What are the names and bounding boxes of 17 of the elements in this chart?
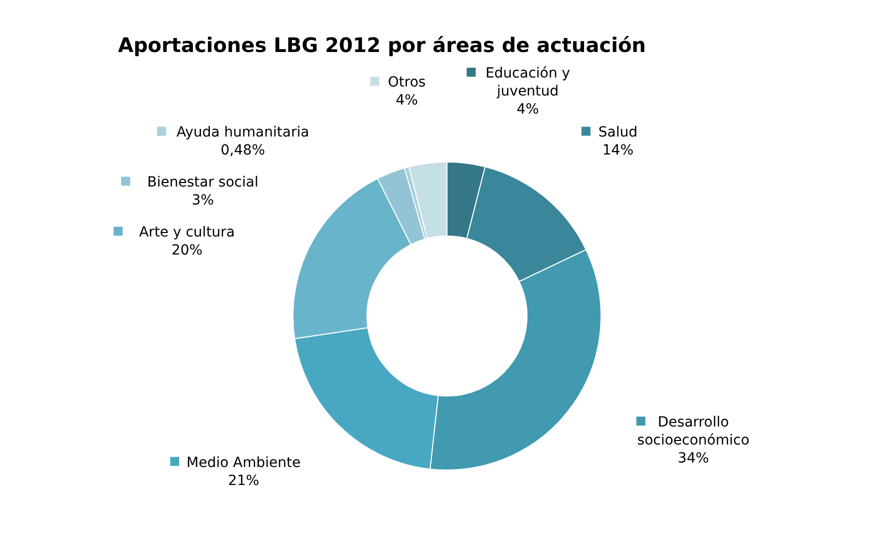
data-label: 0,48% <box>220 142 266 159</box>
legend-label: Salud <box>598 124 638 141</box>
legend-label: Otros <box>388 74 426 91</box>
legend-label: Medio Ambiente <box>186 454 301 471</box>
legend-label: Desarrollo socioeconómico <box>637 414 750 449</box>
data-label: 34% <box>678 450 709 467</box>
data-label: 14% <box>602 142 634 159</box>
data-label: 4% <box>516 102 539 118</box>
legend-label: Bienestar social <box>147 174 258 191</box>
data-label: 20% <box>171 242 203 259</box>
data-label: 3% <box>192 192 214 209</box>
legend-label: Ayuda humanitaria <box>176 124 310 141</box>
legend-label: Arte y cultura <box>139 224 235 241</box>
data-label: 21% <box>228 472 260 489</box>
legend-label: Educación y juventud <box>485 66 570 100</box>
chart-title: Aportaciones LBG 2012 por áreas de actuación <box>118 33 646 57</box>
data-label: 4% <box>396 92 418 109</box>
